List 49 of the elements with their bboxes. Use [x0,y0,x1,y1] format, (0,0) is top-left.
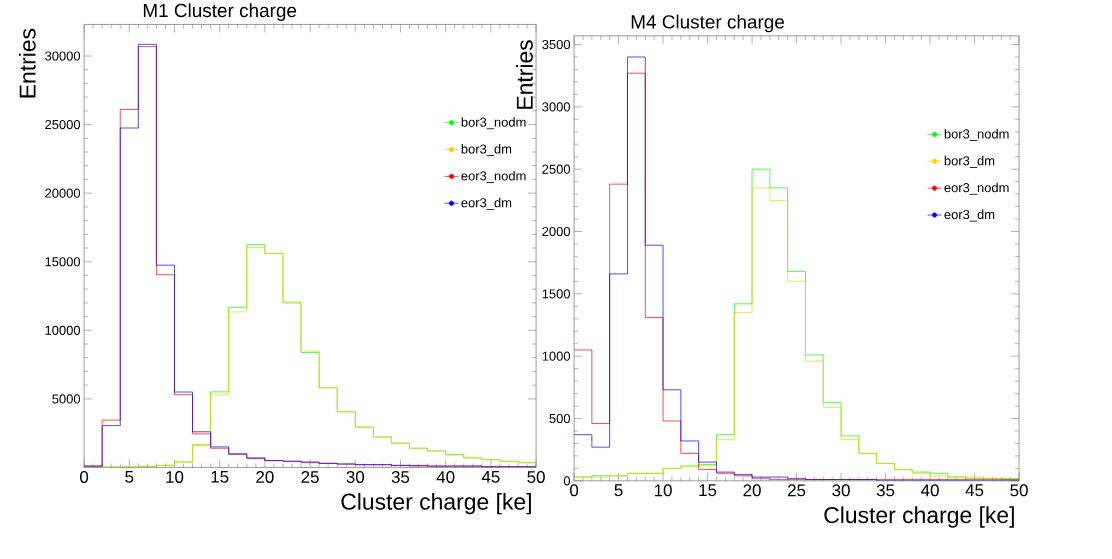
x-tick-label: 15 [699,484,717,496]
x-tick-label: 0 [570,484,579,497]
y-axis-title: Entries [18,28,36,98]
x-tick-label: 40 [436,470,455,483]
chart-title: M1 Cluster charge [143,3,297,21]
x-tick-label: 30 [346,470,365,483]
x-tick-label: 35 [876,484,895,497]
x-tick-label: 25 [301,470,319,483]
y-tick-label: 25000 [45,119,81,129]
y-axis-title: Entries [516,40,533,109]
y-tick-label: 20000 [45,188,81,198]
y-tick-label: 500 [549,413,571,423]
y-tick-label: 2000 [542,226,571,236]
y-tick-label: 1000 [542,351,571,361]
x-tick-label: 20 [743,484,761,497]
x-tick-label: 20 [256,470,274,483]
x-tick-label: 15 [211,470,229,483]
x-tick-label: 50 [1010,484,1028,497]
x-tick-label: 0 [80,470,89,483]
y-tick-label: 5000 [52,394,81,404]
y-tick-label: 1500 [542,289,571,299]
legend-label: eor3_nodm [944,182,1009,195]
x-tick-label: 40 [921,484,939,497]
y-tick-label: 3500 [542,39,571,49]
y-tick-label: 10000 [45,325,81,335]
x-axis-title: Cluster charge [ke] [824,506,1014,528]
y-tick-label: 3000 [542,102,571,112]
x-tick-label: 25 [787,484,806,497]
legend-label: eor3_nodm [461,170,526,183]
x-tick-label: 10 [166,470,184,483]
legend-label: bor3_nodm [944,128,1009,141]
x-tick-label: 10 [654,484,672,497]
legend-label: eor3_dm [461,197,512,210]
x-tick-label: 5 [125,470,134,483]
x-tick-label: 45 [481,470,500,483]
chart-title: M4 Cluster charge [631,14,784,33]
y-tick-label: 30000 [45,51,81,61]
legend-label: bor3_dm [944,155,995,168]
x-tick-label: 30 [832,484,850,497]
x-tick-label: 45 [965,484,984,496]
x-tick-label: 35 [391,470,410,483]
legend-label: bor3_dm [461,143,512,156]
legend-label: eor3_dm [944,209,995,222]
x-tick-label: 5 [614,484,623,496]
x-axis-title: Cluster charge [ke] [341,492,531,515]
legend-label: bor3_nodm [461,117,526,130]
y-tick-label: 2500 [542,164,571,174]
x-tick-label: 50 [527,470,545,483]
y-tick-label: 15000 [45,256,81,267]
